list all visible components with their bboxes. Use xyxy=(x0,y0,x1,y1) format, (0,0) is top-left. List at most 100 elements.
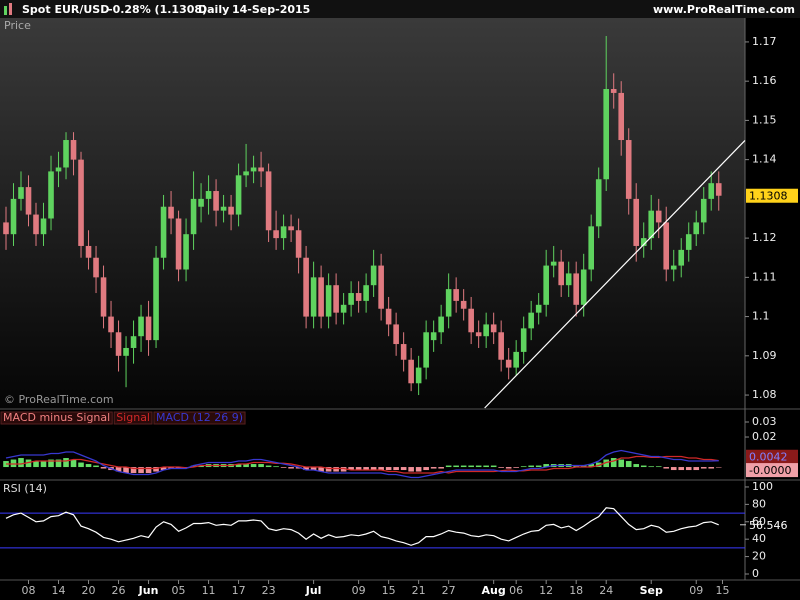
histogram-bar xyxy=(25,459,32,468)
icon xyxy=(4,6,7,15)
x-tick-label: 06 xyxy=(509,584,523,597)
histogram-bar xyxy=(513,467,519,468)
x-tick-label: 20 xyxy=(82,584,96,597)
candle-body xyxy=(445,289,452,317)
candle-body xyxy=(280,226,287,239)
histogram-bar xyxy=(85,464,92,468)
histogram-bar xyxy=(460,465,467,468)
y-tick-label: 1.15 xyxy=(752,113,777,126)
y-tick-label: 20 xyxy=(752,550,766,563)
candle-body xyxy=(183,234,189,270)
candle-body xyxy=(333,285,339,313)
legend-box xyxy=(153,411,246,425)
legend-entry: MACD minus Signal xyxy=(3,411,110,424)
candle-body xyxy=(565,273,572,286)
candle-body xyxy=(78,159,84,246)
candle-body xyxy=(220,206,227,211)
date: 14-Sep-2015 xyxy=(232,3,310,16)
histogram-bar xyxy=(393,467,399,471)
change: -0.28% (1.1308) xyxy=(108,3,207,16)
candle-body xyxy=(153,257,159,341)
instrument: Spot EUR/USD xyxy=(22,3,109,16)
candle-body xyxy=(655,210,662,223)
histogram-bar xyxy=(130,467,137,474)
histogram-bar xyxy=(490,465,497,468)
legend-box xyxy=(0,411,113,425)
site: www.ProRealTime.com xyxy=(653,3,795,16)
x-tick-label: 09 xyxy=(689,584,703,597)
value-box xyxy=(746,463,798,478)
candle-body xyxy=(108,316,114,333)
histogram-bar xyxy=(175,467,182,469)
histogram-bar xyxy=(273,466,279,468)
candle-body xyxy=(513,351,519,368)
y-tick-label: 0 xyxy=(752,567,759,580)
y-tick-label: 1.09 xyxy=(752,349,777,362)
candle-body xyxy=(243,171,249,176)
candle-body xyxy=(3,222,9,235)
histogram-bar xyxy=(340,467,347,472)
histogram-bar xyxy=(708,467,715,469)
candle-body xyxy=(63,140,69,168)
candle-body xyxy=(550,261,557,266)
candle-body xyxy=(400,344,407,360)
candle-body xyxy=(130,336,137,348)
histogram-bar xyxy=(295,467,302,469)
panel-label: Price xyxy=(4,19,31,32)
histogram-bar xyxy=(168,467,174,469)
histogram-bar xyxy=(78,462,84,468)
candle-body xyxy=(633,198,640,246)
histogram-bar xyxy=(715,467,722,468)
histogram-bar xyxy=(160,467,167,471)
candle-body xyxy=(265,171,272,231)
histogram-bar xyxy=(663,467,670,469)
icon xyxy=(9,3,12,15)
candle-body xyxy=(573,273,579,305)
candle-body xyxy=(273,230,279,239)
indicator-line xyxy=(5,449,719,479)
histogram-bar xyxy=(670,467,677,471)
candle-body xyxy=(528,312,534,329)
histogram-bar xyxy=(378,467,384,471)
histogram-bar xyxy=(588,464,594,468)
candle-body xyxy=(685,234,692,250)
candle-body xyxy=(693,222,700,235)
candle-body xyxy=(715,183,722,196)
x-tick-label: 05 xyxy=(172,584,186,597)
histogram-bar xyxy=(430,467,437,469)
histogram-bar xyxy=(325,467,332,472)
histogram-bar xyxy=(115,467,122,472)
x-tick-label: 18 xyxy=(569,584,583,597)
candle-body xyxy=(10,198,17,235)
candle-body xyxy=(348,293,354,305)
legend-entry: Signal xyxy=(116,411,150,424)
candle-body xyxy=(70,140,77,160)
histogram-bar xyxy=(100,467,107,469)
x-tick-label: 15 xyxy=(382,584,396,597)
histogram-bar xyxy=(153,467,159,472)
candle-body xyxy=(55,167,62,172)
histogram-bar xyxy=(123,467,129,474)
candle-body xyxy=(558,261,564,286)
histogram-bar xyxy=(310,467,317,471)
histogram-bar xyxy=(678,467,685,471)
candle-body xyxy=(123,347,129,356)
candle-body xyxy=(678,249,685,266)
x-tick-label: 21 xyxy=(412,584,426,597)
candle-body xyxy=(85,245,92,258)
candle-body xyxy=(228,206,234,215)
candle-body xyxy=(535,304,542,313)
histogram-bar xyxy=(385,467,392,471)
candle-body xyxy=(33,214,39,235)
x-tick-label: 23 xyxy=(262,584,276,597)
histogram-bar xyxy=(93,465,99,468)
histogram-bar xyxy=(655,466,662,468)
x-tick-label: Aug xyxy=(482,584,506,597)
x-tick-label: Sep xyxy=(640,584,663,597)
candle-body xyxy=(498,332,504,360)
candle-body xyxy=(235,175,242,215)
y-tick-label: 1.1 xyxy=(752,310,770,323)
histogram-bar xyxy=(250,464,257,468)
